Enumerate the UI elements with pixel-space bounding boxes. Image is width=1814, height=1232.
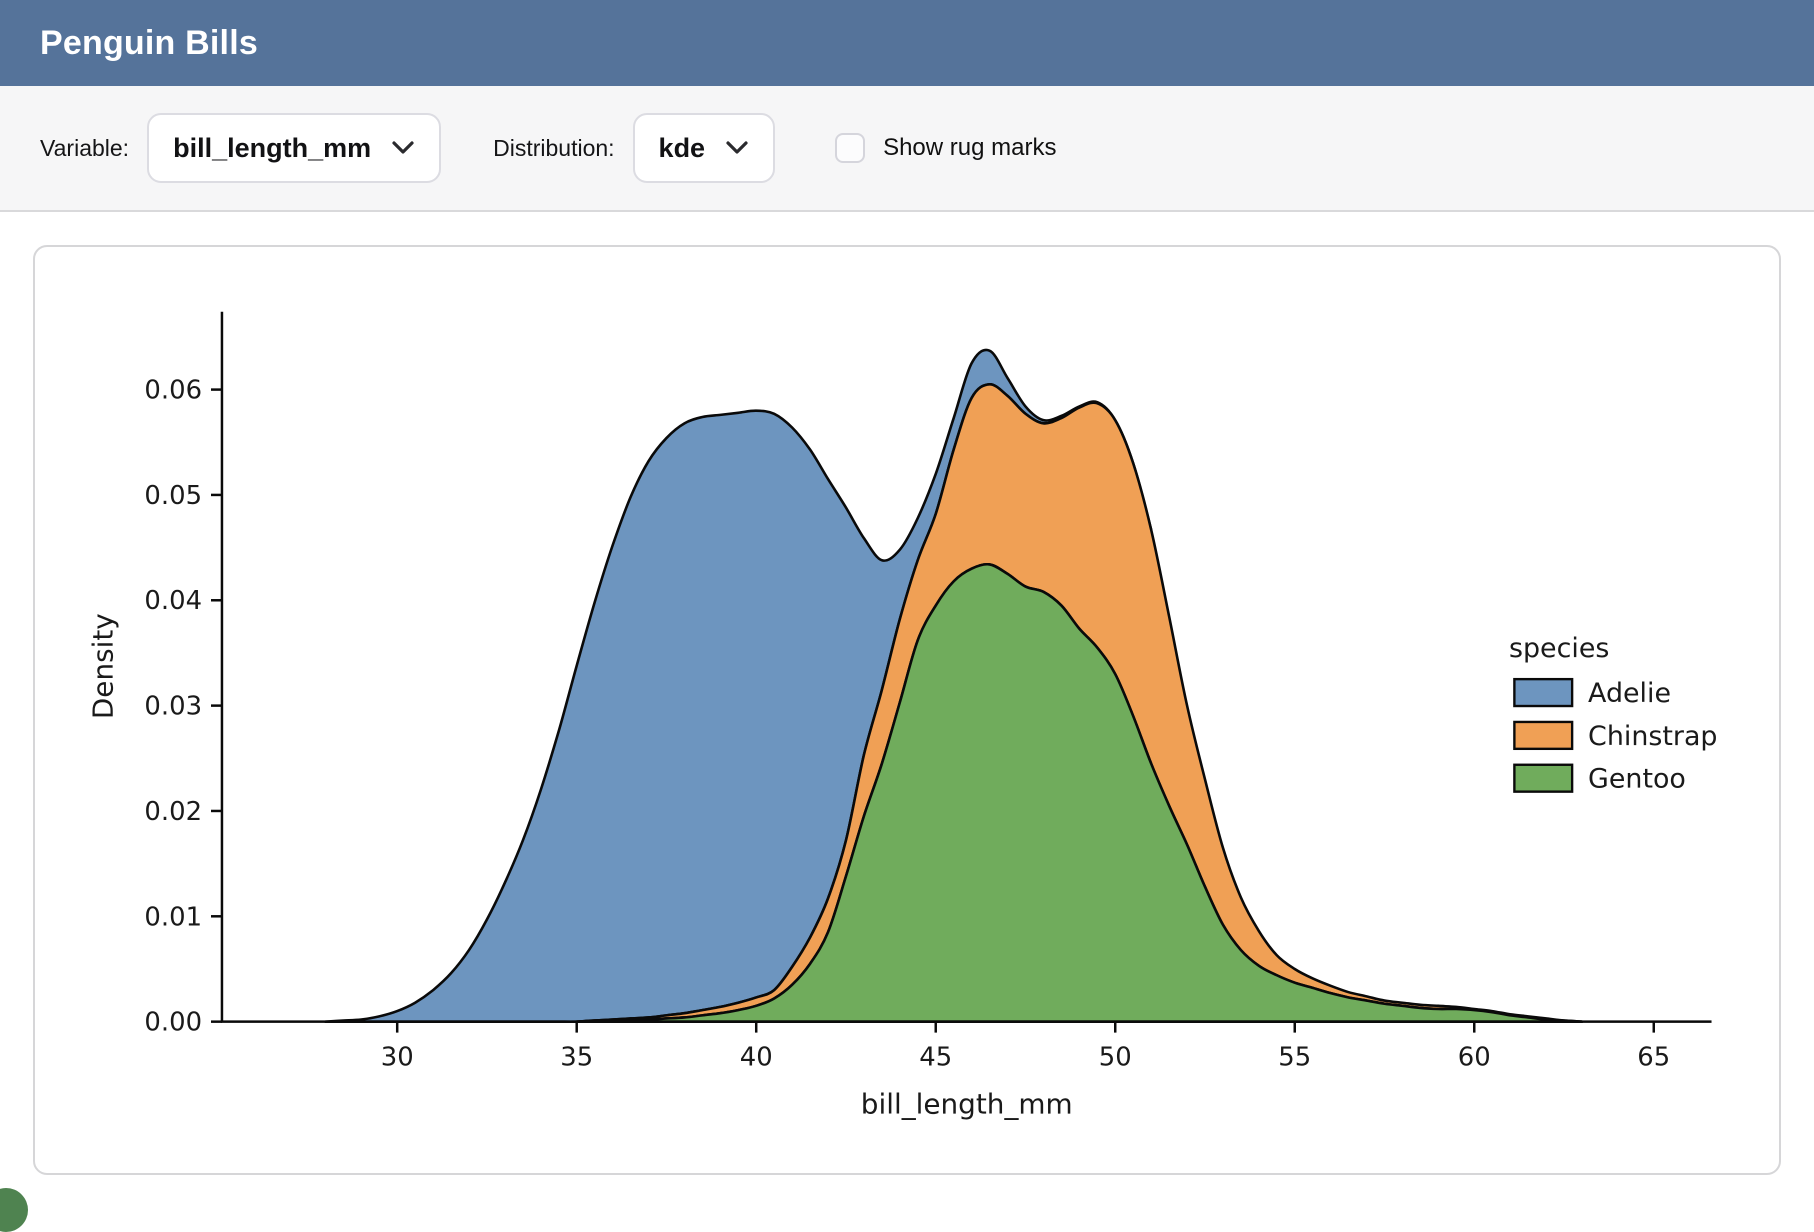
chevron-down-icon: [725, 140, 749, 156]
svg-text:Gentoo: Gentoo: [1588, 764, 1686, 795]
kde-chart: 30 35 40 45 50 55 60 65 0.00 0.01 0.02 0.03 0.04 0.05…: [86, 311, 1717, 1120]
show-rug-marks-label: Show rug marks: [883, 134, 1057, 161]
svg-text:0.03: 0.03: [144, 692, 202, 722]
svg-text:55: 55: [1278, 1042, 1311, 1072]
chevron-down-icon: [391, 140, 415, 156]
variable-select-value: bill_length_mm: [173, 132, 372, 163]
distribution-select[interactable]: kde: [632, 113, 776, 183]
variable-label: Variable:: [40, 134, 130, 161]
variable-select[interactable]: bill_length_mm: [147, 113, 442, 183]
svg-text:Density: Density: [86, 613, 119, 719]
svg-text:65: 65: [1637, 1042, 1670, 1072]
plot-card: 30 35 40 45 50 55 60 65 0.00 0.01 0.02 0.03 0.04 0.05…: [33, 245, 1781, 1175]
svg-text:60: 60: [1458, 1042, 1491, 1072]
show-rug-marks-checkbox[interactable]: [835, 133, 866, 163]
svg-text:35: 35: [560, 1042, 593, 1072]
svg-text:0.02: 0.02: [144, 797, 202, 827]
svg-text:45: 45: [919, 1042, 952, 1072]
svg-text:Chinstrap: Chinstrap: [1588, 721, 1717, 752]
svg-text:40: 40: [740, 1042, 773, 1072]
svg-text:30: 30: [381, 1042, 414, 1072]
svg-text:Adelie: Adelie: [1588, 678, 1671, 709]
page-title: Penguin Bills: [40, 23, 258, 62]
svg-text:species: species: [1509, 633, 1609, 664]
svg-text:0.00: 0.00: [144, 1008, 202, 1038]
distribution-label: Distribution:: [493, 134, 615, 161]
toolbar: Variable: bill_length_mm Distribution: k…: [0, 86, 1814, 212]
svg-text:0.04: 0.04: [144, 586, 202, 616]
svg-text:bill_length_mm: bill_length_mm: [861, 1087, 1073, 1120]
header-bar: Penguin Bills: [0, 0, 1814, 86]
corner-decoration: [0, 1188, 28, 1232]
svg-text:0.06: 0.06: [144, 376, 202, 406]
svg-text:50: 50: [1099, 1042, 1132, 1072]
svg-text:0.05: 0.05: [144, 481, 202, 511]
distribution-select-value: kde: [658, 132, 706, 163]
svg-text:0.01: 0.01: [144, 902, 202, 932]
